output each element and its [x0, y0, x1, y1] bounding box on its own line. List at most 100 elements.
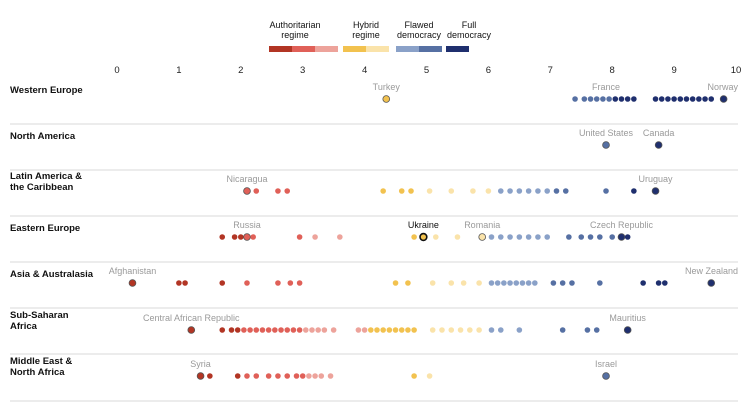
data-point — [617, 233, 626, 241]
data-point — [278, 327, 284, 333]
data-point — [284, 327, 291, 333]
data-point — [293, 373, 300, 379]
data-point — [219, 234, 226, 240]
data-point — [593, 96, 600, 102]
data-point — [559, 327, 566, 333]
data-point — [488, 280, 495, 286]
data-point — [296, 327, 303, 333]
data-point — [516, 188, 523, 194]
data-point — [448, 327, 455, 333]
legend: AuthoritarianregimeHybridregimeFlaweddem… — [269, 20, 492, 52]
data-point — [488, 327, 495, 333]
country-label: Romania — [464, 220, 500, 230]
data-point — [231, 234, 238, 240]
data-point — [497, 188, 504, 194]
legend-label: democracy — [397, 30, 442, 40]
region-row: Western Europe Turkey France Norway — [10, 82, 738, 103]
region-label: North America — [10, 131, 76, 142]
data-point — [501, 280, 507, 286]
data-point — [654, 141, 663, 149]
data-point — [612, 96, 619, 102]
data-point — [655, 280, 662, 286]
x-tick-label: 0 — [114, 65, 119, 76]
data-point — [275, 373, 281, 379]
data-point — [623, 326, 632, 334]
data-point — [392, 327, 399, 333]
data-point — [309, 327, 315, 333]
country-label: Mauritius — [609, 313, 646, 323]
legend-swatch — [396, 46, 419, 52]
data-point — [624, 234, 631, 240]
data-point — [247, 327, 253, 333]
data-point — [597, 234, 603, 240]
legend-swatch — [292, 46, 315, 52]
data-point — [507, 280, 513, 286]
data-point — [572, 96, 578, 102]
x-tick-label: 5 — [424, 65, 429, 76]
data-point — [497, 327, 504, 333]
country-label: Czech Republic — [590, 220, 654, 230]
data-point — [460, 280, 467, 286]
data-point — [374, 327, 380, 333]
country-label: Afghanistan — [109, 266, 157, 276]
data-point — [238, 234, 244, 240]
data-point — [380, 327, 386, 333]
data-point — [337, 234, 343, 240]
data-point — [525, 234, 532, 240]
data-point — [299, 373, 306, 379]
data-point — [448, 280, 455, 286]
region-label: Africa — [10, 321, 38, 332]
data-point — [432, 234, 439, 240]
data-point — [525, 280, 532, 286]
data-point — [488, 234, 495, 240]
x-tick-label: 4 — [362, 65, 367, 76]
data-point — [658, 96, 665, 102]
data-point — [439, 327, 445, 333]
data-point — [265, 373, 272, 379]
data-point — [187, 326, 196, 334]
data-point — [544, 188, 551, 194]
country-label: Turkey — [373, 82, 401, 92]
region-label: Middle East & — [10, 356, 72, 367]
data-point — [321, 327, 328, 333]
region-label: the Caribbean — [10, 182, 74, 193]
data-point — [494, 280, 501, 286]
data-point — [535, 188, 541, 194]
data-point — [719, 95, 728, 103]
data-point — [651, 187, 660, 195]
data-point — [600, 96, 606, 102]
x-tick-label: 9 — [671, 65, 676, 76]
data-point — [290, 327, 297, 333]
data-point — [606, 96, 612, 102]
data-point — [398, 188, 405, 194]
region-row: Middle East &North Africa Syria Israel — [10, 356, 617, 380]
data-point — [587, 96, 594, 102]
data-point — [312, 234, 318, 240]
legend-label: Hybrid — [353, 20, 379, 30]
region-label: Eastern Europe — [10, 223, 80, 234]
data-point — [330, 327, 337, 333]
data-point — [470, 188, 476, 194]
region-row: North America United States Canada — [10, 128, 674, 149]
legend-swatch — [343, 46, 366, 52]
data-point — [603, 188, 609, 194]
data-point — [593, 327, 600, 333]
region-row: Asia & Australasia Afghanistan New Zealand — [10, 266, 738, 287]
data-point — [318, 373, 325, 379]
data-point — [244, 373, 250, 379]
data-point — [243, 233, 251, 241]
data-point — [287, 280, 294, 286]
x-axis: 0 1 2 3 4 5 6 7 8 9 10 — [114, 65, 741, 76]
data-point — [405, 327, 411, 333]
legend-swatch — [315, 46, 338, 52]
data-point — [243, 187, 251, 195]
region-label: Asia & Australasia — [10, 269, 94, 280]
legend-swatch — [419, 46, 442, 52]
country-label: United States — [579, 128, 634, 138]
data-point — [296, 234, 303, 240]
country-label: Central African Republic — [143, 313, 240, 323]
legend-label: Authoritarian — [269, 20, 320, 30]
data-point — [578, 234, 585, 240]
